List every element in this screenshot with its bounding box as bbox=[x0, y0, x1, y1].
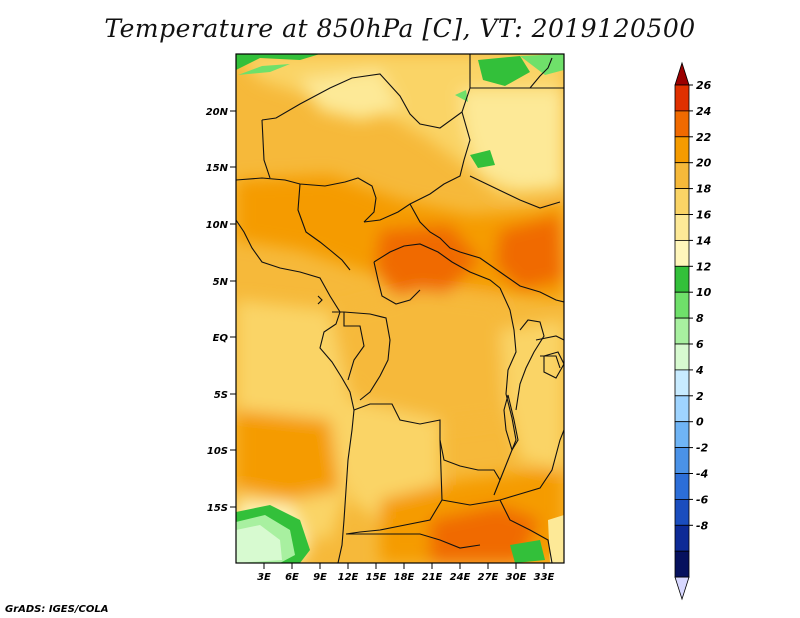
colorbar-label: -2 bbox=[696, 442, 709, 455]
colorbar-label: 10 bbox=[696, 286, 712, 299]
lat-tick-label: 15S bbox=[207, 503, 228, 514]
lon-tick-label: 6E bbox=[285, 572, 299, 583]
lat-tick-label: EQ bbox=[213, 333, 229, 344]
colorbar-label: 0 bbox=[696, 416, 704, 429]
lon-tick-label: 24E bbox=[450, 572, 471, 583]
colorbar-label: -4 bbox=[696, 468, 708, 481]
colorbar-swatch bbox=[674, 214, 690, 241]
lon-tick-label: 27E bbox=[478, 572, 499, 583]
colorbar-label: 18 bbox=[696, 183, 712, 196]
lat-tick-label: 15N bbox=[206, 163, 229, 174]
colorbar-label: -6 bbox=[696, 493, 709, 506]
lon-tick-label: 3E bbox=[257, 572, 271, 583]
colorbar-swatch bbox=[674, 162, 690, 189]
map-frame bbox=[235, 53, 565, 564]
colorbar-swatch bbox=[674, 239, 690, 267]
lat-tick-label: 10N bbox=[206, 220, 229, 231]
colorbar-swatch bbox=[674, 110, 690, 138]
colorbar-label: 6 bbox=[696, 338, 704, 351]
colorbar-swatch bbox=[674, 317, 690, 345]
colorbar-swatch bbox=[674, 84, 690, 112]
colorbar-label: 22 bbox=[696, 131, 712, 144]
colorbar-label: 4 bbox=[695, 364, 704, 377]
colorbar-label: 14 bbox=[696, 234, 711, 247]
lat-tick-label: 5N bbox=[213, 277, 229, 288]
temperature-field bbox=[236, 54, 564, 563]
colorbar-label: 12 bbox=[696, 260, 712, 273]
colorbar-swatch bbox=[674, 265, 690, 293]
colorbar-swatch bbox=[674, 395, 690, 423]
colorbar-swatch bbox=[674, 473, 690, 500]
lat-axis: 20N 15N 10N 5N EQ 5S 10S 15S bbox=[206, 107, 236, 514]
colorbar-label: 20 bbox=[696, 157, 712, 170]
colorbar-swatch bbox=[674, 136, 690, 164]
colorbar-swatch bbox=[674, 524, 690, 552]
colorbar-top-arrow bbox=[674, 61, 690, 86]
colorbar-swatch bbox=[674, 447, 690, 474]
lat-tick-label: 5S bbox=[214, 390, 228, 401]
colorbar-swatch bbox=[674, 369, 690, 397]
lon-tick-label: 21E bbox=[422, 572, 443, 583]
colorbar-label: -8 bbox=[696, 519, 709, 532]
colorbar-label: 24 bbox=[696, 105, 711, 118]
lat-tick-label: 10S bbox=[207, 446, 228, 457]
lon-tick-label: 9E bbox=[313, 572, 327, 583]
colorbar-swatch bbox=[674, 343, 690, 371]
colorbar-swatch bbox=[674, 498, 690, 526]
lon-tick-label: 18E bbox=[394, 572, 415, 583]
lon-axis: 3E 6E 9E 12E 15E 18E 21E 24E 27E 30E 33E bbox=[257, 563, 555, 583]
lon-tick-label: 33E bbox=[534, 572, 555, 583]
colorbar-swatch bbox=[674, 188, 690, 215]
colorbar-swatch bbox=[674, 291, 690, 319]
country-borders bbox=[236, 54, 564, 563]
colorbar-swatch bbox=[674, 550, 690, 578]
map-title: Temperature at 850hPa [C], VT: 201912050… bbox=[104, 14, 696, 43]
colorbar-bottom-arrow bbox=[674, 576, 690, 601]
lon-tick-label: 30E bbox=[506, 572, 527, 583]
lat-tick-label: 20N bbox=[206, 107, 229, 118]
credit-text: GrADS: IGES/COLA bbox=[5, 604, 109, 615]
colorbar-label: 8 bbox=[696, 312, 704, 325]
lon-tick-label: 15E bbox=[366, 572, 387, 583]
lon-tick-label: 12E bbox=[338, 572, 359, 583]
colorbar-label: 16 bbox=[696, 209, 712, 222]
colorbar-label: 26 bbox=[696, 79, 712, 92]
colorbar-swatch bbox=[674, 421, 690, 449]
colorbar-label: 2 bbox=[696, 390, 704, 403]
